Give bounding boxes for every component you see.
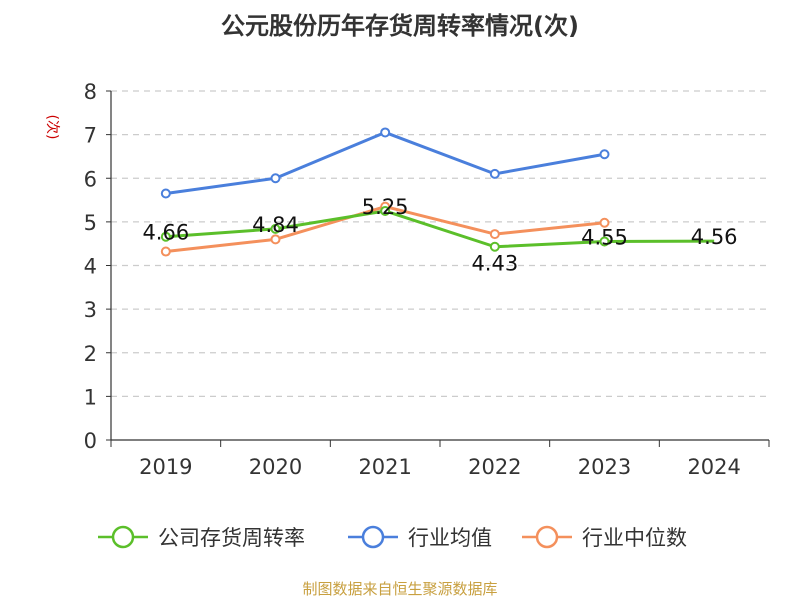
legend-marker-2 bbox=[535, 525, 559, 549]
y-tick-label: 8 bbox=[84, 80, 97, 104]
data-point bbox=[599, 149, 610, 160]
data-point bbox=[270, 223, 281, 234]
data-label: 4.66 bbox=[142, 221, 189, 245]
x-tick-label: 2019 bbox=[139, 455, 192, 479]
axes: 0 1 2 3 4 5 6 7 8 2019 2020 2021 2022 2023 2024 bbox=[84, 80, 770, 479]
data-point bbox=[489, 229, 500, 240]
data-label: 5.25 bbox=[362, 195, 409, 219]
y-tick-label: 2 bbox=[84, 342, 97, 366]
x-tick-label: 2024 bbox=[687, 455, 740, 479]
y-tick-label: 0 bbox=[84, 429, 97, 453]
y-tick-label: 4 bbox=[84, 255, 97, 279]
y-tick-label: 1 bbox=[84, 385, 97, 409]
data-point bbox=[599, 236, 610, 247]
x-tick-label: 2020 bbox=[249, 455, 302, 479]
series-lines bbox=[160, 127, 715, 257]
data-point bbox=[599, 217, 610, 228]
chart-title: 公元股份历年存货周转率情况(次) bbox=[221, 12, 579, 40]
data-label: 4.84 bbox=[252, 213, 299, 237]
data-point bbox=[160, 231, 171, 242]
source-note: 制图数据来自恒生聚源数据库 bbox=[302, 580, 497, 598]
data-point bbox=[270, 234, 281, 245]
data-point bbox=[160, 246, 171, 257]
legend: 公司存货周转率 行业均值 行业中位数 bbox=[98, 525, 687, 550]
y-tick-label: 5 bbox=[84, 211, 97, 235]
legend-marker-1 bbox=[361, 525, 385, 549]
data-point bbox=[489, 168, 500, 179]
data-labels: 4.66 4.84 5.25 4.43 4.55 4.56 bbox=[142, 195, 737, 276]
y-tick-label: 7 bbox=[84, 124, 97, 148]
data-label: 4.56 bbox=[691, 225, 738, 249]
series-line-1 bbox=[165, 130, 605, 196]
x-tick-label: 2023 bbox=[578, 455, 631, 479]
data-point bbox=[380, 127, 391, 138]
y-tick-label: 3 bbox=[84, 298, 97, 322]
data-label: 4.55 bbox=[581, 226, 628, 250]
legend-label-1: 行业均值 bbox=[408, 526, 492, 550]
x-tick-label: 2022 bbox=[468, 455, 521, 479]
data-point bbox=[380, 205, 391, 216]
y-tick-label: 6 bbox=[84, 167, 97, 191]
legend-marker-0 bbox=[111, 525, 135, 549]
legend-label-0: 公司存货周转率 bbox=[158, 526, 305, 550]
legend-label-2: 行业中位数 bbox=[582, 526, 687, 550]
grid-lines bbox=[111, 90, 769, 397]
data-point bbox=[160, 188, 171, 199]
y-axis-label: (次) bbox=[44, 115, 60, 140]
data-label: 4.43 bbox=[471, 252, 518, 276]
data-point bbox=[489, 241, 500, 252]
series-line-0 bbox=[165, 209, 715, 249]
data-point bbox=[270, 173, 281, 184]
x-tick-label: 2021 bbox=[358, 455, 411, 479]
